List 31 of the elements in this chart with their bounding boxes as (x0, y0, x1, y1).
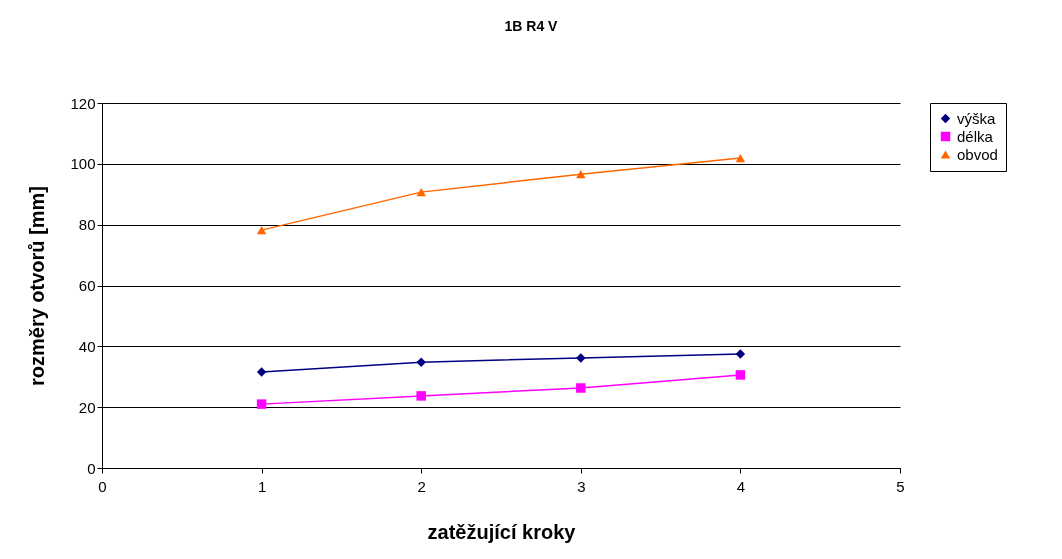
x-tick-label: 4 (736, 477, 746, 495)
x-tick-label: 2 (417, 477, 426, 495)
y-tick-label: 60 (78, 277, 96, 294)
point (416, 391, 426, 401)
x-tick-label: 5 (896, 477, 905, 495)
y-tick-label: 80 (78, 216, 96, 234)
point (735, 370, 746, 380)
point (735, 349, 746, 359)
point (576, 170, 586, 179)
point (256, 226, 267, 235)
x-tick-label: 3 (577, 477, 586, 495)
point (256, 367, 267, 377)
point (576, 353, 586, 363)
x-axis-title: zatěžující kroky (427, 520, 577, 543)
legend-label: délka (957, 127, 994, 145)
y-tick-label: 20 (78, 398, 96, 416)
y-tick-label: 40 (78, 337, 96, 355)
y-tick-label: 0 (87, 459, 96, 477)
point (735, 153, 746, 163)
x-tick-label: 1 (257, 477, 267, 495)
legend-label: výška (957, 109, 996, 127)
chart-title: 1B R4 V (504, 18, 559, 34)
point (576, 383, 586, 393)
y-tick-label: 120 (70, 94, 96, 112)
point (416, 357, 426, 367)
x-tick-label: 0 (98, 477, 107, 495)
point (416, 188, 426, 197)
y-tick-label: 100 (70, 155, 96, 173)
legend-label: obvod (957, 145, 998, 163)
point (256, 399, 267, 409)
y-axis-title: rozměry otvorů [mm] (26, 185, 49, 387)
